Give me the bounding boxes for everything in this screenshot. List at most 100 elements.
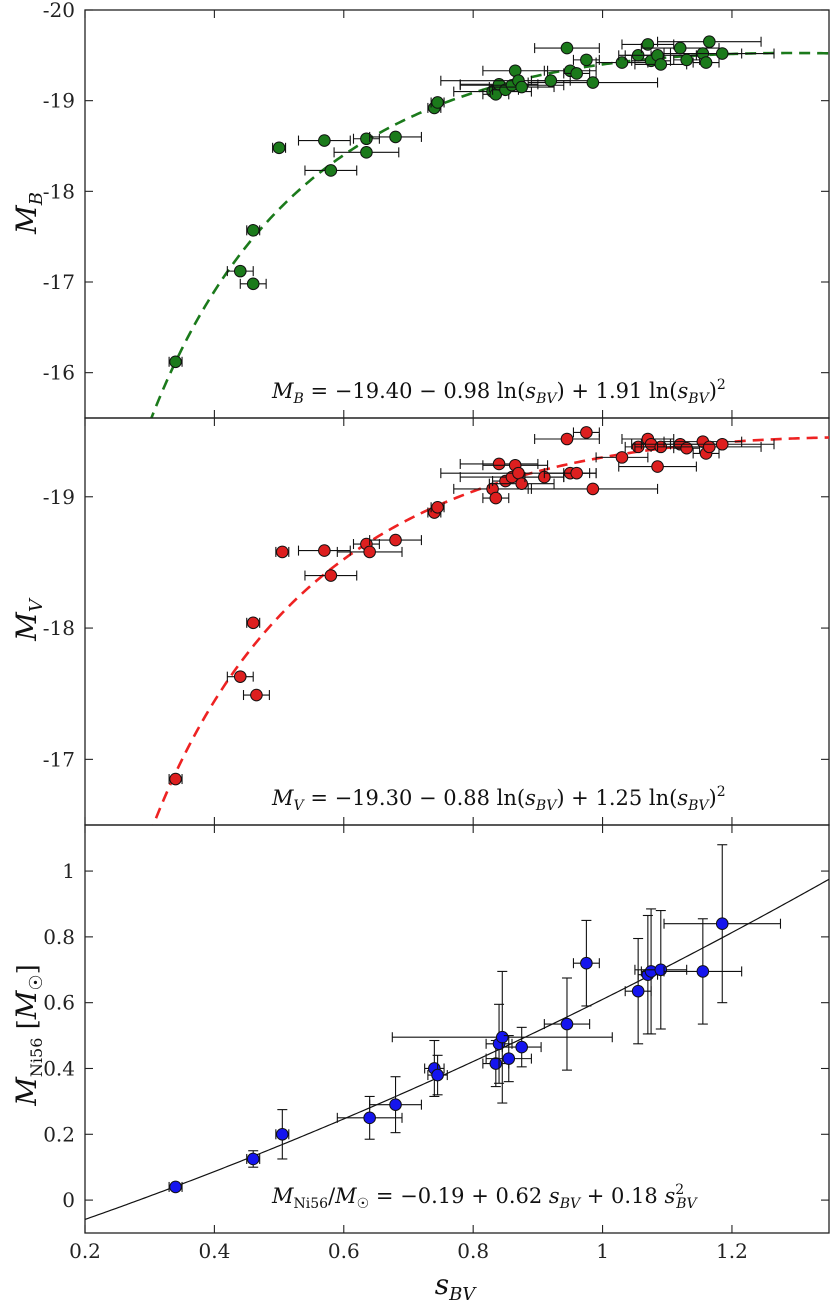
- data-point: [715, 437, 729, 451]
- plot-frame: [84, 9, 830, 419]
- data-point: [431, 1068, 444, 1082]
- y-tick-label: -20: [43, 0, 75, 22]
- data-point: [715, 47, 729, 60]
- data-point: [615, 56, 629, 69]
- data-point: [580, 956, 593, 970]
- data-point: [246, 616, 260, 630]
- y-tick-label: -17: [43, 747, 75, 771]
- data-point: [272, 141, 286, 155]
- x-tick-label: 0.4: [198, 1239, 230, 1263]
- data-point: [586, 76, 600, 89]
- xlabel-sbv: sBV: [435, 1268, 478, 1302]
- data-point: [570, 466, 583, 480]
- data-point: [360, 146, 373, 159]
- fit-curve: [85, 878, 829, 1221]
- plot-frame: [84, 824, 830, 1234]
- y-tick-label: 0.8: [43, 925, 75, 949]
- panel-mv: -17 -18 -19: [43, 417, 830, 826]
- data-point: [673, 41, 687, 55]
- data-point: [324, 569, 338, 582]
- x-tick-label: 0.8: [457, 1239, 489, 1263]
- x-tick-label: 0.2: [69, 1239, 101, 1263]
- ylabel-mv: MV: [10, 597, 47, 642]
- data-point: [696, 965, 710, 978]
- y-tick-label: -18: [43, 179, 75, 203]
- data-point: [570, 67, 583, 80]
- data-point: [492, 457, 506, 471]
- data-point: [489, 1057, 503, 1070]
- data-point: [276, 545, 289, 559]
- data-point: [246, 277, 260, 291]
- data-point: [389, 1098, 402, 1111]
- data-point: [515, 477, 528, 490]
- data-point: [580, 426, 593, 439]
- data-point: [502, 1052, 516, 1065]
- data-point: [276, 1127, 289, 1141]
- data-point: [233, 670, 247, 683]
- data-point: [169, 1180, 182, 1194]
- data-point: [680, 441, 693, 455]
- data-point: [489, 491, 503, 505]
- x-tick-label: 1: [596, 1239, 609, 1263]
- data-point: [233, 264, 247, 278]
- y-tick-label: -16: [43, 361, 75, 385]
- data-point: [715, 917, 729, 931]
- y-tick-label: 0.2: [43, 1122, 75, 1146]
- data-point: [615, 451, 629, 464]
- data-point: [318, 134, 331, 147]
- data-point: [651, 460, 664, 473]
- data-point: [431, 96, 444, 109]
- data-point: [641, 38, 655, 51]
- data-point: [560, 1017, 574, 1031]
- data-point: [654, 963, 668, 977]
- y-tick-label: -18: [43, 616, 75, 640]
- plot-content: [151, 426, 829, 825]
- plot-frame: [84, 417, 830, 826]
- data-point: [586, 482, 600, 496]
- panel-mni56: 0 0.2 0.4 0.6 0.8 1 0.2 0.4 0.6 0.8 1 1.2: [43, 824, 830, 1263]
- data-point: [169, 772, 182, 786]
- data-point: [250, 688, 263, 702]
- data-point: [389, 533, 402, 547]
- y-tick-label: 1: [62, 859, 75, 883]
- data-point: [389, 130, 402, 144]
- y-tick-label: 0.6: [43, 991, 75, 1015]
- data-point: [169, 355, 182, 369]
- y-tick-label: -17: [43, 270, 75, 294]
- data-point: [544, 74, 558, 88]
- data-point: [324, 164, 338, 177]
- y-tick-label: -19: [43, 89, 75, 113]
- ylabel-mni56: MNi56 [M☉]: [10, 964, 47, 1107]
- data-point: [699, 56, 713, 69]
- data-point: [363, 1111, 376, 1125]
- y-tick-label: 0.4: [43, 1056, 75, 1080]
- fit-equation-mni56: MNi56/M☉ = −0.19 + 0.62 sBV + 0.18 s2 BV: [271, 1182, 698, 1212]
- fit-equation-mb: MB = −19.40 − 0.98 ln(sBV) + 1.91 ln(sBV…: [271, 377, 726, 407]
- data-point: [512, 466, 525, 480]
- data-point: [703, 440, 716, 454]
- ylabel-mb: MB: [10, 192, 47, 235]
- data-point: [363, 545, 376, 559]
- data-point: [680, 53, 693, 67]
- fit-equation-mv: MV = −19.30 − 0.88 ln(sBV) + 1.25 ln(sBV…: [271, 784, 726, 814]
- data-point: [580, 53, 593, 67]
- data-point: [654, 58, 668, 71]
- data-point: [318, 544, 331, 557]
- data-point: [246, 1152, 260, 1166]
- panel-mb: -16 -17 -18 -19 -20: [43, 0, 830, 419]
- data-point: [560, 41, 574, 55]
- data-point: [515, 1040, 528, 1054]
- data-point: [560, 432, 574, 446]
- y-tick-label: -19: [43, 485, 75, 509]
- data-point: [631, 984, 645, 998]
- y-tick-label: 0: [62, 1188, 75, 1212]
- x-tick-label: 1.2: [716, 1239, 748, 1263]
- data-point: [515, 80, 528, 94]
- data-point: [703, 35, 716, 49]
- data-point: [495, 1030, 509, 1044]
- plot-content: [85, 844, 829, 1221]
- x-tick-label: 0.6: [328, 1239, 360, 1263]
- plot-content: [150, 35, 829, 418]
- data-point: [431, 500, 444, 514]
